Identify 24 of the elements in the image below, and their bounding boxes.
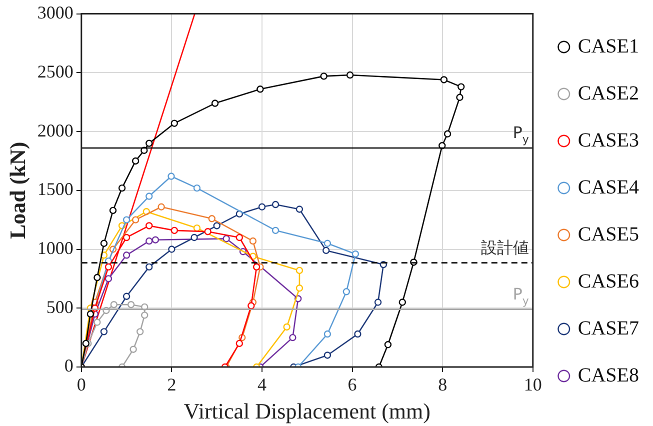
y-tick-label: 1500	[37, 179, 74, 200]
y-tick-label: 1000	[37, 238, 74, 258]
x-tick-label: 6	[348, 374, 357, 395]
x-tick-label: 4	[257, 374, 266, 395]
y-tick-label: 2000	[37, 120, 74, 140]
x-axis-title: Virtical Displacement (mm)	[184, 398, 430, 424]
y-tick-label: 3000	[37, 2, 74, 23]
legend-label: CASE5	[578, 223, 639, 246]
legend-label: CASE1	[578, 35, 639, 58]
legend-label: CASE6	[578, 270, 639, 292]
legend-label: CASE3	[578, 129, 639, 152]
y-axis-title: Load (kN)	[4, 142, 30, 239]
x-tick-label: 2	[167, 374, 176, 395]
x-tick-label: 10	[524, 374, 542, 395]
y-tick-label: 500	[46, 296, 74, 317]
x-tick-label: 0	[76, 374, 86, 395]
y-tick-label: 0	[64, 356, 74, 376]
legend-label: CASE8	[578, 364, 639, 386]
x-tick-label: 8	[438, 374, 448, 395]
legend-label: CASE7	[578, 317, 639, 340]
y-tick-label: 2500	[37, 61, 74, 82]
legend-label: CASE4	[578, 176, 639, 198]
ref-line-label: 設計値	[480, 238, 529, 257]
legend-label: CASE2	[578, 82, 639, 104]
